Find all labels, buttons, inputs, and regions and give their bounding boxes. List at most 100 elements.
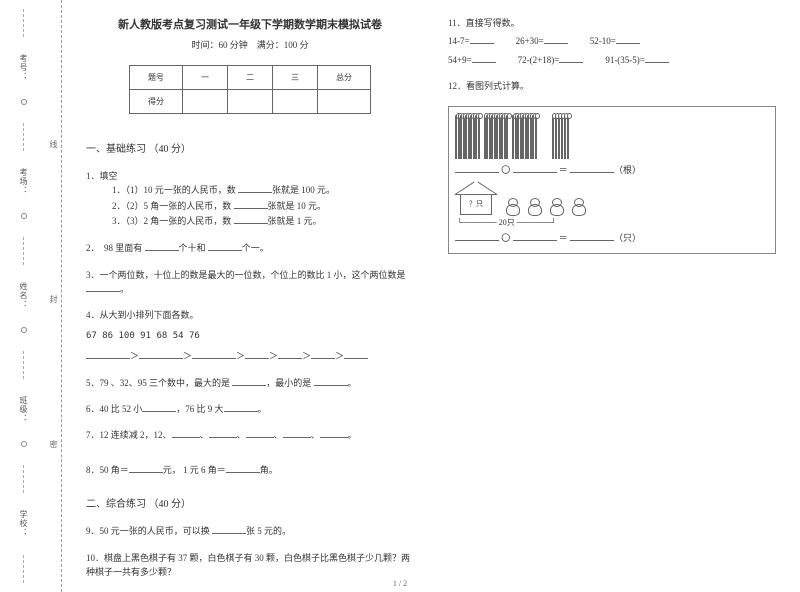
q1-text: 张就是 1 元。 — [268, 216, 322, 226]
unit-label: （只） — [614, 233, 641, 243]
calc-row: 54+9= 72-(2+18)= 91-(35-5)= — [448, 53, 776, 67]
q4-numbers: 67 86 100 91 68 54 76 — [86, 329, 414, 343]
binding-dash — [23, 123, 24, 151]
chick-icon — [527, 198, 541, 216]
q1-sub1: 1．（1）10 元一张的人民币，数 张就是 100 元。 — [112, 183, 414, 198]
question-1: 1．填空 1．（1）10 元一张的人民币，数 张就是 100 元。 2．（2）5… — [86, 169, 414, 229]
q9-text: 张 5 元的。 — [246, 526, 291, 536]
fill-blank — [209, 428, 237, 438]
score-header: 三 — [273, 66, 318, 90]
calc-item: 52-10= — [590, 34, 640, 48]
binding-dot — [21, 213, 27, 219]
fill-blank — [245, 349, 269, 359]
fill-blank — [570, 231, 614, 241]
fill-blank — [344, 349, 368, 359]
calc-row: 14-7= 26+30= 52-10= — [448, 34, 776, 48]
q1-sub3: 3．（3）2 角一张的人民币，数 张就是 1 元。 — [112, 214, 414, 229]
question-12: 12．看图列式计算。 — [448, 79, 776, 93]
exam-subtitle: 时间：60 分钟 满分：100 分 — [86, 38, 414, 51]
q3-text: 3．一个两位数，十位上的数是最大的一位数，个位上的数比 1 小，这个两位数是 — [86, 270, 406, 280]
fill-blank — [86, 349, 130, 359]
binding-label: 考号： — [18, 54, 29, 81]
fill-blank — [283, 428, 311, 438]
binding-label: 姓名： — [18, 282, 29, 309]
score-cell — [228, 90, 273, 114]
q4-order-line: ＞＞＞＞＞＞ — [86, 349, 414, 363]
time-label: 时间： — [191, 40, 218, 50]
q6-text: ，76 比 9 大 — [176, 404, 223, 414]
fill-blank — [472, 53, 496, 63]
fill-blank — [224, 402, 258, 412]
question-2: 2． 98 里面有 个十和 个一。 — [86, 241, 414, 255]
chick-icon — [549, 198, 563, 216]
stick-icon — [558, 115, 560, 159]
fill-blank — [470, 34, 494, 44]
fill-blank — [234, 214, 268, 224]
fill-blank — [238, 183, 272, 193]
calc-item: 54+9= — [448, 53, 496, 67]
q1-text: 2．（2）5 角一张的人民币，数 — [112, 201, 231, 211]
seal-mark: 密 — [48, 440, 59, 448]
question-11: 11．直接写得数。 14-7= 26+30= 52-10= 54+9= 72-(… — [448, 16, 776, 67]
binding-dash — [23, 237, 24, 265]
binding-dash — [23, 351, 24, 379]
fill-blank — [278, 349, 302, 359]
brace-text: 20只 — [499, 218, 515, 227]
fill-blank — [570, 163, 614, 173]
unit-label: （根） — [614, 165, 641, 175]
score-header: 二 — [228, 66, 273, 90]
time-value: 60 分钟 — [218, 40, 247, 50]
fill-blank — [320, 428, 348, 438]
section-1-heading: 一、基础练习 （40 分） — [86, 140, 414, 155]
q7-text: 。 — [348, 430, 357, 440]
question-5: 5．79 、32、95 三个数中，最大的是 ，最小的是 。 — [86, 376, 414, 390]
q8-text: 8．50 角＝ — [86, 465, 129, 475]
full-value: 100 分 — [284, 40, 309, 50]
score-table: 题号 一 二 三 总分 得分 — [129, 65, 371, 114]
binding-dash — [23, 9, 24, 37]
fill-blank — [513, 163, 557, 173]
stick-bundle — [484, 115, 509, 159]
fill-blank — [208, 241, 242, 251]
equation-line: 〇 ＝ （根） — [455, 163, 769, 176]
score-header: 题号 — [130, 66, 183, 90]
fill-blank — [234, 199, 268, 209]
fill-blank — [311, 349, 335, 359]
stick-icon — [561, 115, 563, 159]
fill-blank — [455, 231, 499, 241]
question-8: 8．50 角＝元， 1 元 6 角＝角。 — [86, 463, 414, 477]
score-cell — [318, 90, 371, 114]
q4-heading: 4．从大到小排列下面各数。 — [86, 308, 414, 322]
score-cell — [273, 90, 318, 114]
binding-dash — [23, 465, 24, 493]
fill-blank — [129, 463, 163, 473]
binding-label: 考场： — [18, 168, 29, 195]
question-6: 6．40 比 52 小，76 比 9 大。 — [86, 402, 414, 416]
fill-blank — [212, 524, 246, 534]
full-label: 满分： — [257, 40, 284, 50]
score-row-label: 得分 — [130, 90, 183, 114]
fill-blank — [172, 428, 200, 438]
question-4: 4．从大到小排列下面各数。 67 86 100 91 68 54 76 ＞＞＞＞… — [86, 308, 414, 363]
calc-expr: 26+30= — [516, 36, 544, 46]
calc-item: 72-(2+18)= — [518, 53, 584, 67]
fill-blank — [142, 402, 176, 412]
stick-icon — [567, 115, 569, 159]
q9-text: 9．50 元一张的人民币，可以换 — [86, 526, 210, 536]
fill-blank — [226, 463, 260, 473]
q6-text: 6．40 比 52 小 — [86, 404, 142, 414]
fill-blank — [513, 231, 557, 241]
q2-text: 2． 98 里面有 — [86, 243, 142, 253]
calc-expr: 72-(2+18)= — [518, 55, 560, 65]
sticks-row — [455, 113, 769, 159]
q5-text: 。 — [348, 378, 357, 388]
binding-dot — [21, 327, 27, 333]
question-9: 9．50 元一张的人民币，可以换 张 5 元的。 — [86, 524, 414, 538]
brace-label: └────── 20只 ──────┘ — [457, 217, 769, 228]
fill-blank — [455, 163, 499, 173]
equation-line: 〇 ＝ （只） — [455, 231, 769, 244]
stick-icon — [552, 115, 554, 159]
calc-expr: 91-(35-5)= — [605, 55, 645, 65]
q8-text: 元， 1 元 6 角＝ — [163, 465, 226, 475]
figure-box: 〇 ＝ （根） ？只 └────── 20只 ──────┘ 〇 ＝ （只） — [448, 106, 776, 254]
